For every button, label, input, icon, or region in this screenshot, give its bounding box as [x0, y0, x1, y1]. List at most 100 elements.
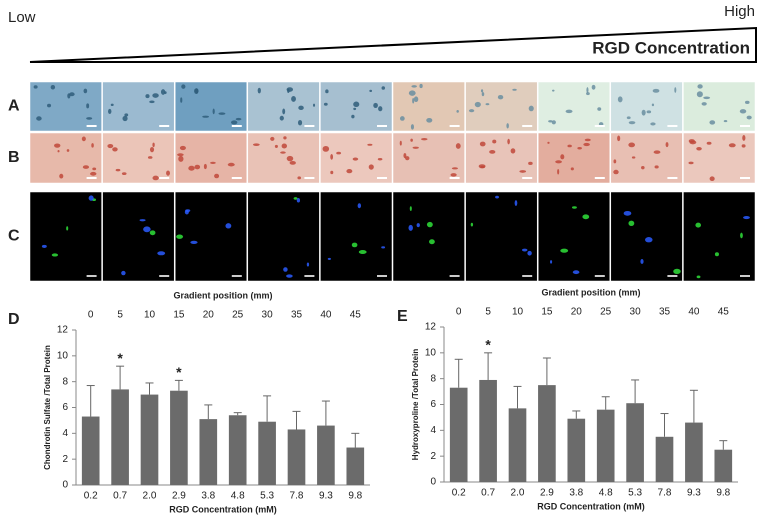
cell: [373, 102, 378, 109]
scale-bar: [377, 275, 387, 277]
cell: [147, 156, 153, 159]
cell: [613, 159, 617, 164]
cell: [378, 106, 383, 112]
bar: [81, 416, 100, 485]
scale-bar: [377, 177, 387, 179]
bar: [140, 394, 159, 485]
bar: [317, 425, 335, 485]
cell: [177, 153, 184, 157]
cell: [591, 84, 596, 90]
cell: [696, 275, 701, 279]
micrograph: [392, 191, 465, 282]
cell: [519, 170, 527, 173]
cell: [695, 222, 701, 228]
cell: [297, 176, 302, 180]
significance-mark: *: [176, 364, 182, 380]
y-tick-label: 4: [430, 425, 436, 436]
cell: [279, 115, 284, 121]
cell: [280, 151, 286, 154]
x2-tick-label: 15: [173, 310, 185, 321]
bar: [258, 421, 276, 485]
x-tick-label: 9.3: [687, 488, 701, 499]
cell: [289, 160, 296, 165]
x2-tick-label: 5: [485, 307, 491, 318]
cell: [628, 142, 636, 148]
x2-tick-label: 25: [600, 307, 612, 318]
cell: [298, 105, 304, 111]
cell: [357, 203, 362, 209]
cell: [176, 234, 184, 239]
cell: [506, 123, 509, 129]
bar: [449, 387, 468, 482]
cell: [654, 165, 659, 169]
bar: [111, 389, 129, 485]
cell: [190, 240, 198, 244]
scale-bar: [594, 125, 605, 127]
cell: [225, 223, 232, 229]
cell: [570, 167, 574, 171]
cell: [665, 142, 669, 148]
x2-axis-title: Gradient position (mm): [542, 287, 641, 297]
cell: [631, 156, 636, 159]
cell: [179, 145, 186, 151]
scale-bar: [667, 125, 678, 127]
cell: [180, 97, 183, 103]
cell: [330, 153, 334, 160]
cell: [557, 168, 560, 175]
x2-tick-label: 45: [718, 307, 730, 318]
cell: [740, 232, 743, 239]
cell: [552, 89, 555, 92]
cell: [381, 86, 386, 90]
cell: [450, 173, 457, 177]
cell: [651, 103, 655, 107]
cell: [92, 167, 97, 171]
scale-bar: [304, 275, 315, 277]
cell: [586, 92, 590, 96]
scale-bar: [667, 177, 678, 179]
cell: [412, 146, 419, 149]
cell: [66, 226, 69, 231]
cell: [416, 223, 420, 228]
panel-letter: D: [8, 311, 20, 328]
bar: [626, 403, 644, 482]
cell: [54, 143, 61, 148]
cell: [90, 171, 97, 176]
scale-bar: [304, 177, 315, 179]
cell: [152, 175, 159, 181]
scale-bar: [304, 125, 315, 127]
cell: [480, 165, 485, 169]
bar: [567, 418, 586, 482]
low-label: Low: [8, 9, 36, 26]
cell: [555, 160, 562, 164]
cell: [420, 138, 428, 141]
cell: [674, 87, 677, 93]
bar: [655, 436, 674, 482]
cell: [510, 148, 516, 154]
cell: [645, 237, 653, 243]
cell: [697, 84, 703, 89]
cell: [143, 226, 151, 233]
high-label: High: [724, 3, 755, 20]
x2-tick-label: 10: [512, 307, 524, 318]
scale-bar: [522, 275, 533, 277]
scale-bar: [377, 125, 387, 127]
cell: [358, 249, 367, 255]
cell: [429, 239, 435, 245]
cell: [149, 230, 156, 236]
y-tick-label: 0: [62, 480, 68, 491]
x2-tick-label: 40: [320, 310, 332, 321]
cell: [322, 145, 330, 152]
cell: [688, 161, 694, 165]
cell: [742, 135, 746, 141]
cell: [286, 274, 293, 278]
cell: [572, 270, 580, 275]
cell: [586, 87, 589, 93]
x2-tick-label: 10: [144, 310, 156, 321]
scale-bar: [159, 177, 170, 179]
x2-tick-label: 20: [203, 310, 215, 321]
cell: [369, 89, 373, 93]
bar: [596, 409, 615, 482]
micrograph: [537, 191, 611, 282]
cell: [327, 257, 331, 260]
